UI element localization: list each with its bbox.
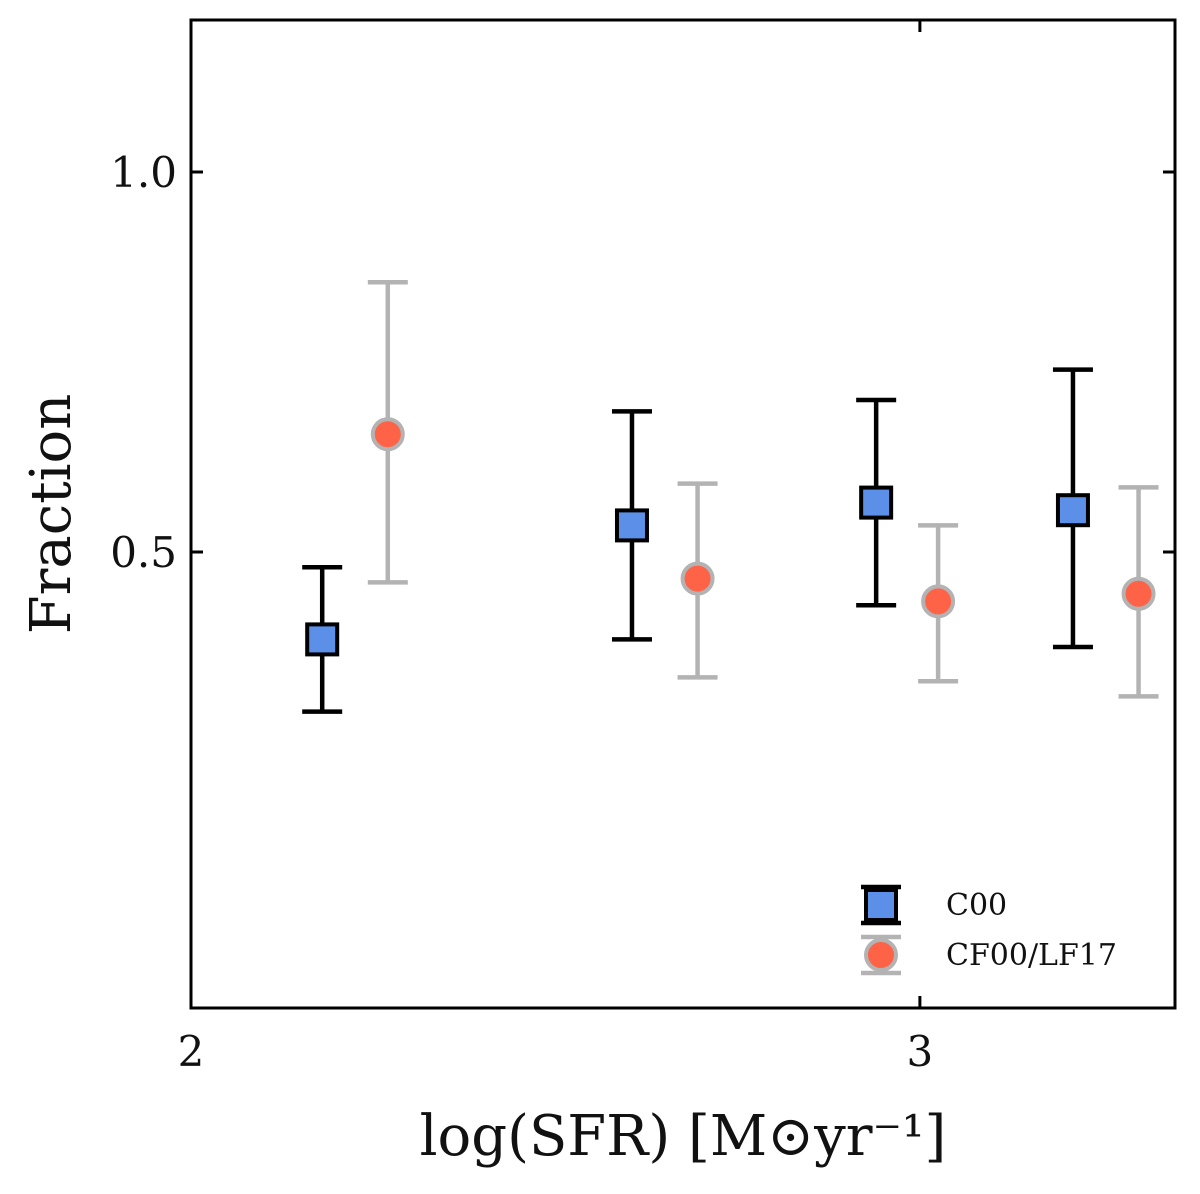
legend-marker-circle xyxy=(864,938,898,972)
legend-marker-square xyxy=(864,888,898,922)
legend-label: CF00/LF17 xyxy=(946,938,1117,973)
data-point-square xyxy=(305,622,340,657)
series-c00 xyxy=(302,367,1093,714)
legend-entry: CF00/LF17 xyxy=(861,934,1117,976)
series-cf00-lf17 xyxy=(367,279,1159,699)
data-point-square xyxy=(1055,493,1090,528)
legend: C00 CF00/LF17 xyxy=(861,884,1117,976)
axes: 2 3 0.5 1.0 xyxy=(110,20,1175,1076)
y-axis-label: Fraction xyxy=(19,394,84,635)
x-tick-label: 3 xyxy=(907,1027,934,1076)
legend-label: C00 xyxy=(946,888,1007,923)
plot-frame xyxy=(189,18,1177,1010)
chart-marks xyxy=(302,279,1159,714)
y-tick-label: 0.5 xyxy=(110,528,177,577)
x-tick-label: 2 xyxy=(178,1027,205,1076)
data-point-circle xyxy=(680,561,715,596)
data-point-square xyxy=(614,508,649,543)
data-point-circle xyxy=(370,417,405,452)
legend-entry: C00 xyxy=(861,884,1007,926)
data-point-circle xyxy=(921,584,956,619)
data-point-circle xyxy=(1121,576,1156,611)
x-axis-label: log(SFR) [M⊙yr⁻¹] xyxy=(420,1104,947,1169)
data-point-square xyxy=(859,485,894,520)
y-tick-label: 1.0 xyxy=(110,148,177,197)
